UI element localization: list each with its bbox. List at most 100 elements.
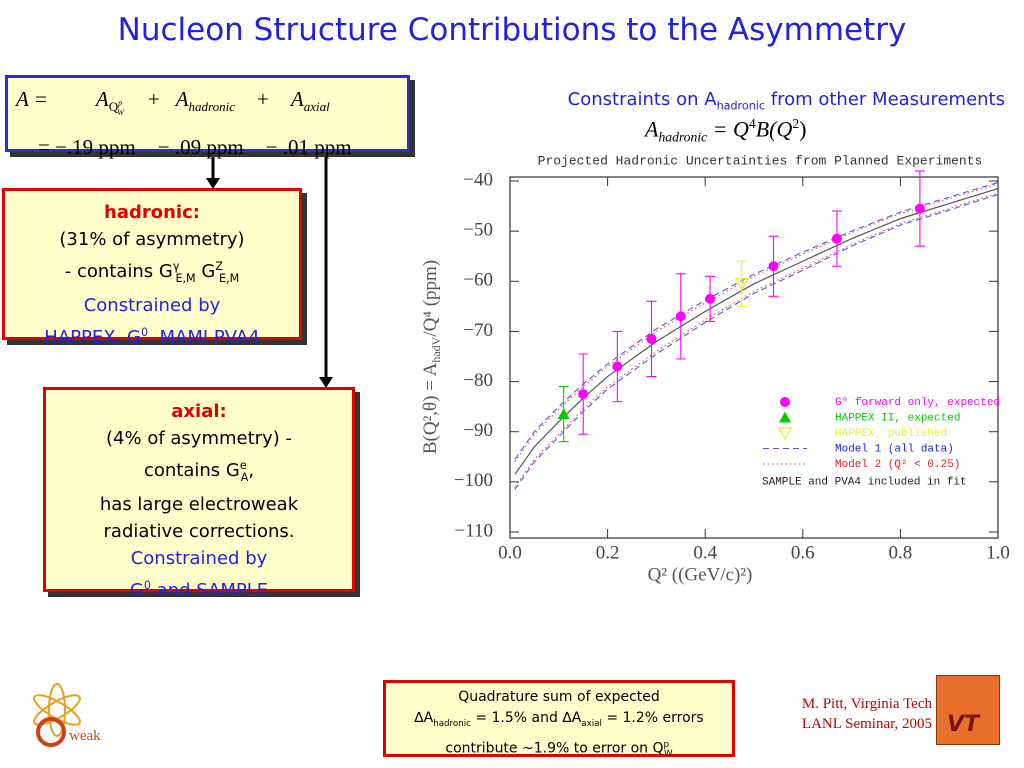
- eq-part: p: [118, 98, 123, 108]
- legend-note: SAMPLE and PVA4 included in fit: [762, 476, 967, 488]
- text-part: hadronic: [716, 99, 766, 113]
- x-tick-label: 0.0: [498, 542, 522, 563]
- data-point: [612, 361, 623, 372]
- eq-part: A: [290, 87, 304, 111]
- y-tick-label: −90: [463, 420, 493, 441]
- eq-part: hadronic: [658, 129, 708, 145]
- qweak-logo: weak: [25, 680, 115, 760]
- slide-title: Nucleon Structure Contributions to the A…: [117, 12, 907, 48]
- legend-label: Model 2 (Q² < 0.25): [835, 459, 960, 471]
- chart-title: Projected Hadronic Uncertainties from Pl…: [538, 153, 983, 168]
- text-part: = 1.2% errors: [601, 710, 704, 726]
- model-band-line: [514, 183, 999, 463]
- text-part: Z: [215, 260, 224, 273]
- box-line: ∆Ahadronic = 1.5% and ∆Aaxial = 1.2% err…: [386, 708, 732, 735]
- eq-part: 4: [748, 116, 756, 131]
- fit-line: [514, 187, 999, 475]
- data-point: [557, 408, 570, 420]
- y-tick-label: −70: [463, 320, 493, 341]
- logo-text: VT: [947, 712, 980, 737]
- y-tick-label: −80: [463, 370, 493, 391]
- text-part: 0: [140, 325, 149, 339]
- x-tick-label: 0.8: [889, 542, 913, 563]
- data-point: [768, 261, 779, 272]
- box-heading: hadronic:: [104, 202, 200, 223]
- box-line: (31% of asymmetry): [59, 229, 245, 250]
- eq-part: − .01 ppm: [265, 134, 352, 159]
- text-part: from other Measurements: [765, 89, 1005, 110]
- y-tick-label: −60: [463, 270, 493, 291]
- legend-label: G⁰ forward only, expected: [835, 397, 1000, 409]
- box-line: G0 and SAMPLE: [46, 572, 352, 604]
- data-point: [675, 311, 686, 322]
- eq-part: axial: [303, 99, 330, 115]
- text-part: = 1.5% and ∆A: [470, 710, 582, 726]
- data-point: [734, 278, 749, 292]
- text-part: ∆A: [414, 710, 434, 726]
- text-part: p: [663, 739, 670, 750]
- text-part: ,: [248, 460, 255, 481]
- legend-label: HAPPEX, published: [835, 428, 947, 440]
- text-part: , MAMI PVA4: [148, 326, 260, 348]
- x-tick-label: 0.4: [693, 542, 717, 563]
- equation-line: A = AQpW+ Ahadronic + Aaxial: [16, 82, 399, 130]
- y-label-sub: hadV: [429, 336, 443, 362]
- box-line: HAPPEX, G0, MAMI PVA4: [5, 319, 299, 351]
- model-band-line: [514, 194, 999, 490]
- eq-part: A =: [16, 87, 48, 111]
- text-part: and SAMPLE: [150, 579, 269, 601]
- text-part: E,M: [219, 271, 240, 285]
- eq-part: hadronic: [188, 99, 236, 115]
- credit-line: M. Pitt, Virginia Tech: [801, 696, 932, 712]
- eq-part: A: [95, 87, 109, 111]
- text-part: E,M: [175, 271, 196, 285]
- equation-box: A = AQpW+ Ahadronic + Aaxial = −.19 ppm − .09…: [5, 75, 410, 159]
- eq-part: − .09 ppm: [157, 134, 244, 159]
- logo-text: weak: [69, 728, 101, 744]
- y-label-part: B(Q²,θ) = A: [420, 362, 441, 454]
- y-label-part: /Q⁴ (ppm): [420, 260, 441, 337]
- eq-part: Q: [108, 99, 119, 115]
- eq-part: W: [117, 107, 124, 117]
- eq-part: = Q: [712, 116, 749, 142]
- eq-part: 2: [792, 116, 800, 131]
- error-bar: [736, 260, 747, 307]
- eq-part: +: [257, 87, 269, 111]
- text-part: - contains G: [64, 261, 173, 282]
- data-point: [914, 203, 925, 214]
- text-part: e: [239, 459, 247, 472]
- plot-frame: [509, 176, 999, 539]
- y-tick-label: −50: [463, 220, 493, 241]
- x-tick-label: 1.0: [986, 542, 1010, 563]
- text-part: 0: [143, 578, 151, 592]
- x-tick-label: 0.6: [791, 542, 815, 563]
- box-heading: axial:: [171, 401, 227, 422]
- text-part: contribute ~1.9% to error on Q: [445, 740, 664, 757]
- box-line: Constrained by: [130, 547, 268, 569]
- y-tick-label: −100: [454, 470, 493, 491]
- data-point: [646, 333, 657, 344]
- text-part: HAPPEX, G: [44, 326, 141, 348]
- summary-box: Quadrature sum of expected ∆Ahadronic = …: [383, 680, 735, 759]
- equation-line: = −.19 ppm − .09 ppm − .01 ppm: [16, 130, 399, 164]
- text-part: Constraints on A: [567, 89, 717, 110]
- legend-marker: [780, 397, 790, 407]
- logo-graphic: [33, 683, 81, 747]
- y-tick-label: −40: [463, 169, 493, 190]
- eq-part: A: [175, 87, 189, 111]
- box-line: has large electroweak: [99, 493, 299, 515]
- text-part: A: [240, 470, 249, 484]
- y-tick-label: −110: [454, 520, 493, 541]
- arrow-head: [206, 178, 220, 189]
- credit: M. Pitt, Virginia Tech LANL Seminar, 200…: [760, 694, 932, 734]
- box-line: contains GeA,: [46, 452, 352, 491]
- credit-line: LANL Seminar, 2005: [801, 716, 932, 732]
- box-line: contribute ~1.9% to error on QpW: [386, 735, 732, 765]
- box-line: - contains GγE,M GZE,M: [5, 253, 299, 292]
- text-part: contains G: [143, 460, 240, 481]
- model-band-line: [514, 192, 999, 488]
- text-part: G: [129, 579, 144, 601]
- text-part: W: [664, 749, 673, 760]
- x-tick-label: 0.2: [596, 542, 620, 563]
